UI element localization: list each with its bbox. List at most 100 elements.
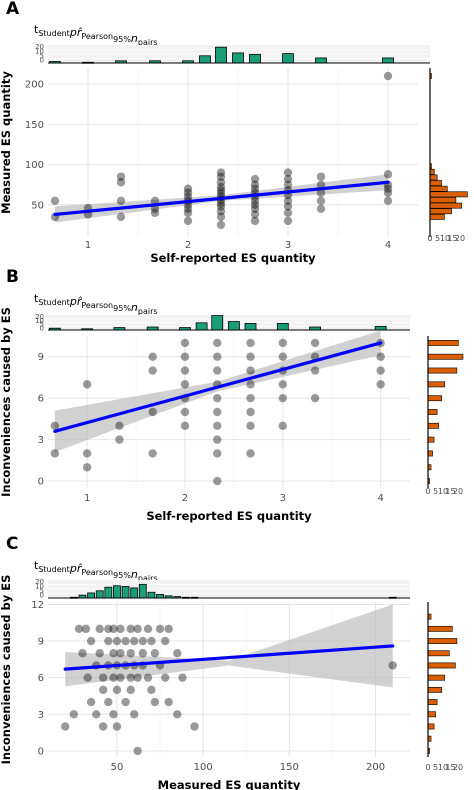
right-hist-bar	[427, 353, 464, 360]
subtitle: tStudentpr̂Pearson95%npairs	[34, 559, 158, 583]
data-point	[246, 366, 255, 375]
subtitle-symbol: pairs	[138, 38, 158, 47]
data-point	[216, 220, 226, 230]
data-point	[115, 421, 124, 431]
data-point	[278, 352, 288, 361]
subtitle-symbol: n	[131, 568, 138, 581]
data-point	[213, 407, 222, 417]
data-point	[164, 697, 173, 707]
data-point	[173, 710, 182, 719]
data-point	[126, 685, 135, 695]
subtitle-symbol: Pearson	[81, 568, 113, 577]
right-hist-bar	[427, 638, 458, 644]
data-point	[178, 673, 187, 682]
data-point	[216, 172, 226, 181]
data-point	[310, 366, 320, 375]
data-point	[213, 476, 222, 486]
data-point	[246, 380, 255, 389]
data-point	[129, 636, 139, 646]
data-point	[121, 697, 130, 707]
data-point	[278, 380, 288, 389]
y-tick-label: 9	[38, 637, 44, 648]
top-hist-tick-label: 10	[35, 48, 44, 56]
data-point	[216, 178, 226, 187]
top-hist-bar	[382, 57, 394, 64]
data-point	[183, 208, 193, 218]
data-point	[250, 210, 260, 219]
data-point	[121, 636, 130, 646]
data-point	[213, 352, 222, 361]
data-point	[115, 435, 124, 444]
data-point	[278, 338, 288, 348]
data-point	[216, 189, 226, 198]
data-point	[69, 710, 79, 719]
top-hist-tick-label: 0	[40, 592, 44, 600]
x-tick-label: 2	[182, 493, 188, 504]
data-point	[213, 421, 222, 431]
y-axis-label: Measured ES quantity	[0, 71, 13, 214]
data-point	[310, 338, 320, 348]
y-tick-label: 200	[25, 80, 44, 91]
y-tick-label: 0	[38, 746, 44, 757]
data-point	[112, 685, 122, 695]
data-point	[161, 636, 170, 646]
data-point	[250, 204, 260, 214]
subtitle-symbol: 95%	[113, 35, 131, 44]
data-point	[283, 168, 293, 177]
data-point	[126, 673, 135, 682]
data-point	[150, 204, 160, 214]
x-tick-label: 50	[111, 762, 124, 773]
x-tick-label: 150	[280, 762, 299, 773]
data-point	[109, 673, 118, 682]
x-tick-label: 100	[194, 762, 213, 773]
right-hist-tick-label: 15	[447, 234, 457, 243]
data-point	[150, 196, 160, 205]
data-point	[213, 338, 222, 348]
data-point	[246, 407, 255, 417]
top-hist-bar	[244, 322, 257, 331]
right-hist-bar	[427, 711, 436, 718]
regression-line	[53, 180, 390, 217]
data-point	[126, 624, 135, 634]
top-hist-tick-label: 10	[35, 583, 44, 591]
data-point	[278, 421, 288, 431]
right-hist-bar	[427, 662, 456, 669]
right-hist-bar	[427, 367, 458, 374]
right-hist-bar	[427, 650, 450, 657]
right-hist-bar	[427, 422, 439, 429]
regression-line	[63, 644, 395, 671]
subtitle-symbol: p	[69, 295, 77, 308]
right-hist-bar	[427, 409, 438, 415]
y-tick-label: 12	[31, 600, 44, 611]
data-point	[216, 186, 226, 195]
right-hist-bar	[429, 191, 468, 198]
subtitle-symbol: pairs	[138, 574, 158, 583]
top-hist-bar	[276, 322, 289, 331]
top-hist-bar	[227, 321, 240, 331]
data-point	[112, 722, 122, 731]
top-hist-bar	[87, 592, 95, 599]
x-tick-label: 4	[385, 240, 391, 251]
x-tick-label: 200	[366, 762, 385, 773]
x-tick-label: 1	[85, 240, 91, 251]
data-point	[83, 673, 92, 682]
y-axis-label: Inconveniences caused by ES	[0, 307, 13, 497]
subtitle-symbol: t	[34, 559, 39, 572]
top-hist-bar	[195, 322, 208, 331]
right-hist-bar	[429, 185, 448, 192]
data-point	[116, 172, 126, 181]
data-point	[190, 722, 199, 731]
subtitle-symbol: 95%	[113, 571, 131, 580]
data-point	[283, 180, 293, 189]
right-hist-bar	[427, 340, 459, 346]
top-hist-bar	[249, 53, 261, 64]
data-point	[250, 174, 260, 184]
x-tick-label: 3	[285, 240, 291, 251]
data-point	[104, 624, 113, 634]
subtitle-symbol: Student	[38, 29, 70, 38]
data-point	[148, 407, 157, 417]
